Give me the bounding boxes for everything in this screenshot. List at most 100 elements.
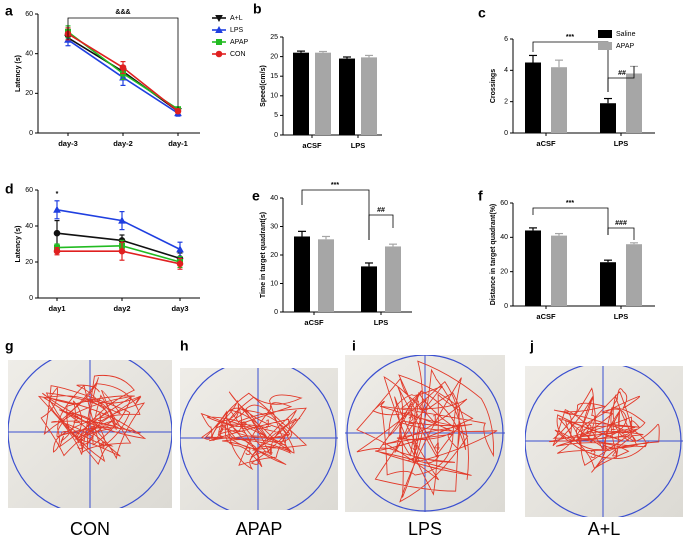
x-tick-label: day-1 <box>168 139 188 148</box>
legend-label: APAP <box>616 43 634 50</box>
panel-label: a <box>5 3 13 19</box>
marker <box>176 260 184 268</box>
y-axis-title: Distance in target quadrant(%) <box>490 204 497 306</box>
bar <box>600 103 616 133</box>
marker <box>53 205 61 213</box>
bar <box>626 244 642 306</box>
pool <box>525 366 683 517</box>
bar <box>361 266 377 312</box>
pool <box>8 360 172 508</box>
legend-swatch <box>598 42 612 50</box>
y-tick-label: 60 <box>25 187 33 194</box>
pool <box>180 368 338 510</box>
panel-label: c <box>478 5 486 21</box>
y-tick-label: 0 <box>29 130 33 137</box>
bar <box>525 62 541 133</box>
swim-path <box>549 387 660 473</box>
bar <box>525 230 541 306</box>
panel-label: b <box>253 1 262 17</box>
quadrant-number: 2 <box>73 414 79 426</box>
error-bar <box>365 54 373 58</box>
error-bar <box>365 262 373 267</box>
marker <box>215 25 223 33</box>
significance-bracket <box>607 227 635 240</box>
y-tick-label: 0 <box>504 303 508 310</box>
y-tick-label: 25 <box>270 34 278 41</box>
y-tick-label: 0 <box>274 132 278 139</box>
significance-label: * <box>56 191 59 198</box>
quadrant-number: 1 <box>265 418 271 430</box>
significance-label: *** <box>566 200 574 207</box>
legend-label: APAP <box>230 39 248 46</box>
y-tick-label: 0 <box>274 309 278 316</box>
y-tick-label: 0 <box>504 130 508 137</box>
significance-bracket <box>301 189 370 240</box>
quadrant-number: 3 <box>412 441 418 453</box>
y-tick-label: 10 <box>270 93 278 100</box>
x-tick-label: LPS <box>614 139 629 148</box>
bar <box>315 52 331 135</box>
y-tick-label: 60 <box>25 11 33 18</box>
marker <box>53 229 61 237</box>
y-tick-label: 40 <box>270 195 278 202</box>
x-tick-label: aCSF <box>304 318 324 327</box>
significance-label: ### <box>615 220 627 227</box>
quadrant-number: 3 <box>77 440 83 452</box>
error-bar <box>555 59 563 68</box>
panel-label: g <box>5 338 14 354</box>
significance-label: ## <box>618 70 626 77</box>
track-image: 1 2 3 4 <box>8 360 172 508</box>
bar <box>293 52 309 135</box>
y-tick-label: 20 <box>270 53 278 60</box>
bar <box>318 239 334 312</box>
x-tick-label: day-3 <box>58 139 78 148</box>
track-image: 1 2 3 4 <box>525 366 683 517</box>
bar <box>551 67 567 133</box>
track-image: 1 2 3 4 <box>345 355 505 512</box>
marker <box>215 15 223 23</box>
x-tick-label: day2 <box>113 304 130 313</box>
legend-label: Saline <box>616 31 636 38</box>
y-axis-title: Latency (s) <box>15 226 22 263</box>
y-axis-title: Speed(cm/s) <box>260 65 267 107</box>
significance-bracket <box>532 41 609 92</box>
y-tick-label: 20 <box>25 259 33 266</box>
y-axis-title: Time in target quadrant(s) <box>260 212 267 298</box>
panel-label: f <box>478 188 483 204</box>
x-tick-label: aCSF <box>302 141 322 150</box>
significance-bracket <box>368 214 394 240</box>
quadrant-number: 3 <box>590 449 596 461</box>
y-tick-label: 40 <box>500 234 508 241</box>
y-tick-label: 15 <box>270 73 278 80</box>
error-bar <box>389 243 397 247</box>
error-bar <box>630 242 638 245</box>
error-bar <box>604 259 612 263</box>
quadrant-number: 2 <box>586 423 592 435</box>
significance-bracket <box>532 207 609 235</box>
y-tick-label: 0 <box>29 295 33 302</box>
quadrant-number: 4 <box>612 449 618 461</box>
panel-label: h <box>180 338 189 354</box>
x-tick-label: aCSF <box>536 139 556 148</box>
significance-label: &&& <box>115 9 130 16</box>
marker <box>119 64 127 71</box>
track-image: 1 2 3 4 <box>180 368 338 510</box>
marker <box>174 107 182 115</box>
legend-label: A+L <box>230 15 243 22</box>
error-bar <box>297 50 305 53</box>
error-bar <box>529 54 537 63</box>
y-tick-label: 30 <box>270 223 278 230</box>
y-tick-label: 5 <box>274 112 278 119</box>
y-tick-label: 10 <box>270 280 278 287</box>
y-tick-label: 20 <box>500 269 508 276</box>
bar <box>385 246 401 312</box>
bar <box>339 58 355 136</box>
marker <box>216 39 222 45</box>
y-tick-label: 6 <box>504 36 508 43</box>
quadrant-number: 3 <box>245 446 251 458</box>
panel-label: e <box>252 188 260 204</box>
quadrant-number: 2 <box>241 420 247 432</box>
marker <box>118 247 126 255</box>
x-tick-label: day3 <box>171 304 188 313</box>
